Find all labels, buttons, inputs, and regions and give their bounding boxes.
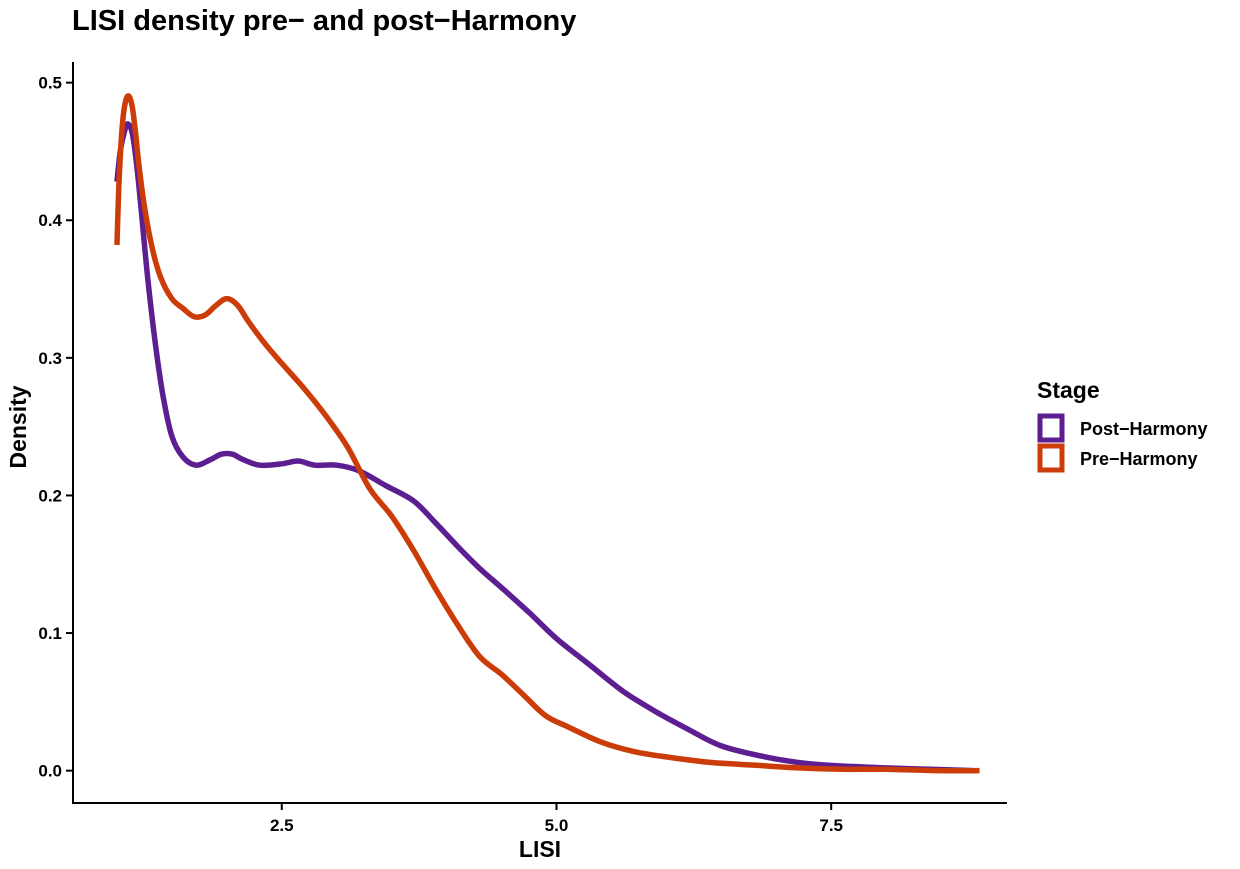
y-tick-label: 0.1: [38, 624, 62, 643]
legend-label-0: Post−Harmony: [1080, 419, 1208, 439]
legend-items: Post−Harmony Pre−Harmony: [1037, 413, 1208, 473]
legend-key-0: [1037, 413, 1065, 443]
legend: Stage Post−Harmony Pre−Harmony: [1037, 377, 1208, 473]
y-tick-label: 0.0: [38, 762, 62, 781]
series-layer: [114, 93, 980, 774]
y-tick-label: 0.2: [38, 486, 62, 505]
chart-title: LISI density pre− and post−Harmony: [72, 5, 576, 37]
y-tick-label: 0.3: [38, 349, 62, 368]
y-tick-label: 0.5: [38, 74, 62, 93]
x-axis-ticks: 2.5 5.0 7.5: [270, 803, 843, 835]
x-tick-label: 5.0: [545, 816, 569, 835]
legend-label-1: Pre−Harmony: [1080, 449, 1198, 469]
series-line-0: [114, 121, 975, 774]
plot-area: 2.5 5.0 7.5 0.0 0.1 0.2 0.3 0.4 0.5: [38, 62, 1007, 835]
y-axis-title: Density: [5, 385, 31, 468]
x-tick-label: 2.5: [270, 816, 294, 835]
x-axis-title: LISI: [519, 836, 561, 862]
legend-key-1: [1037, 443, 1065, 473]
series-line-1: [114, 93, 980, 774]
legend-title: Stage: [1037, 377, 1100, 403]
y-tick-label: 0.4: [38, 211, 62, 230]
x-tick-label: 7.5: [819, 816, 843, 835]
y-axis-ticks: 0.0 0.1 0.2 0.3 0.4 0.5: [38, 74, 73, 781]
